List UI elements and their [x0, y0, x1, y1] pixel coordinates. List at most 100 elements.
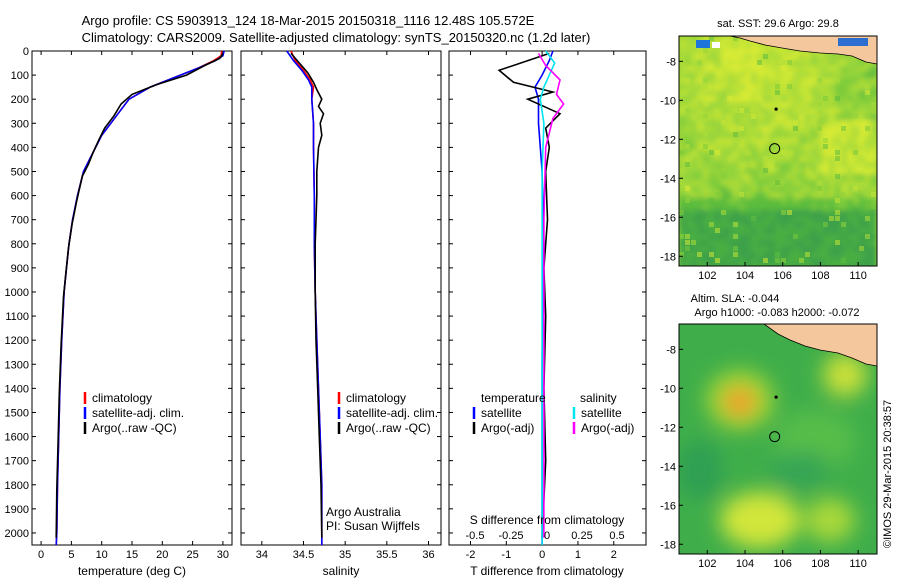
- sst-cell: [733, 198, 739, 204]
- temperature-xlabel: temperature (deg C): [78, 564, 186, 578]
- sst-cell: [811, 240, 817, 246]
- sst-cell: [841, 108, 847, 114]
- sst-cell: [829, 168, 835, 174]
- sst-cell: [775, 174, 781, 180]
- sst-cell: [829, 210, 835, 216]
- sst-cell: [811, 222, 817, 228]
- sst-cell: [793, 240, 799, 246]
- sst-cell: [781, 174, 787, 180]
- sst-cell: [817, 234, 823, 240]
- sst-cell: [697, 186, 703, 192]
- sst-pixel: [685, 198, 690, 203]
- sst-pixel: [709, 42, 714, 47]
- sst-cell: [823, 108, 829, 114]
- sst-cell: [757, 72, 763, 78]
- map-xticklabel-sst_map-1: 104: [736, 270, 754, 282]
- sst-cell: [805, 198, 811, 204]
- sst-cell: [691, 108, 697, 114]
- sst-cell: [709, 210, 715, 216]
- sst-cell: [733, 264, 739, 266]
- sst-cell: [691, 228, 697, 234]
- sst-cell: [703, 90, 709, 96]
- sst-cell: [793, 204, 799, 210]
- sst-cell: [697, 138, 703, 144]
- sst-cell: [745, 48, 751, 54]
- sst-cell: [865, 138, 871, 144]
- sst-cell: [793, 180, 799, 186]
- sst-cell: [709, 180, 715, 186]
- sst-cell: [799, 102, 805, 108]
- sst-cell: [781, 252, 787, 258]
- sst-cell: [721, 90, 727, 96]
- sst-pixel: [715, 150, 720, 155]
- sst-cell: [691, 174, 697, 180]
- sst-cell: [817, 168, 823, 174]
- sst-cell: [859, 126, 865, 132]
- sst-pixel: [835, 174, 840, 179]
- sst-cell: [679, 180, 685, 186]
- sst-pixel: [841, 192, 846, 197]
- sst-cell: [775, 204, 781, 210]
- sst-pixel: [703, 84, 708, 89]
- sst-pixel: [865, 84, 870, 89]
- sst-pixel: [703, 66, 708, 71]
- sst-cell: [757, 66, 763, 72]
- sst-cell: [769, 96, 775, 102]
- sst-cell: [853, 198, 859, 204]
- sst-cell: [865, 72, 871, 78]
- xticklabel-temperature-0: 0: [38, 549, 44, 561]
- sst-cell: [739, 168, 745, 174]
- sst-cell: [769, 138, 775, 144]
- sst-cell: [745, 72, 751, 78]
- sst-cell: [715, 60, 721, 66]
- sst-cell: [871, 66, 877, 72]
- sst-cell: [763, 132, 769, 138]
- sst-pixel: [745, 108, 750, 113]
- sst-cell: [769, 66, 775, 72]
- sst-cell: [679, 192, 685, 198]
- sst-cell: [775, 48, 781, 54]
- sst-cell: [793, 174, 799, 180]
- sst-cell: [769, 72, 775, 78]
- sst-cell: [841, 168, 847, 174]
- sst-pixel: [805, 252, 810, 257]
- sst-cell: [835, 252, 841, 258]
- sst-cell: [823, 180, 829, 186]
- sst-cell: [751, 60, 757, 66]
- sst-cell: [691, 198, 697, 204]
- sst-cell: [841, 186, 847, 192]
- sst-cell: [775, 120, 781, 126]
- sst-cell: [829, 180, 835, 186]
- sst-cell: [871, 72, 877, 78]
- sst-pixel: [739, 126, 744, 131]
- map-yticklabel-sla_map-4: -16: [660, 500, 676, 512]
- sst-cell: [859, 174, 865, 180]
- yticklabel-10: 1000: [5, 287, 29, 299]
- map-xticklabel-sla_map-2: 106: [774, 558, 792, 570]
- sst-cell: [871, 246, 877, 252]
- sst-cell: [715, 126, 721, 132]
- sst-cell: [811, 96, 817, 102]
- sst-pixel: [733, 246, 738, 251]
- sst-cell: [745, 234, 751, 240]
- sst-cell: [811, 108, 817, 114]
- sst-cell: [769, 198, 775, 204]
- sst-cell: [751, 168, 757, 174]
- sst-cell: [757, 48, 763, 54]
- sst-cell: [751, 144, 757, 150]
- sst-cell: [787, 138, 793, 144]
- sst-cell: [787, 120, 793, 126]
- sst-pixel: [763, 54, 768, 59]
- sst-cell: [781, 114, 787, 120]
- series-temperature-2: [55, 52, 224, 538]
- s-ticklabel-3: 0.25: [571, 530, 592, 542]
- sst-cell: [721, 96, 727, 102]
- sst-cell: [799, 222, 805, 228]
- sst-cell: [775, 216, 781, 222]
- sst-cell: [835, 264, 841, 266]
- sst-cell: [787, 114, 793, 120]
- sst-cell: [763, 114, 769, 120]
- sst-cell: [727, 144, 733, 150]
- sst-cell: [751, 66, 757, 72]
- sst-cell: [733, 60, 739, 66]
